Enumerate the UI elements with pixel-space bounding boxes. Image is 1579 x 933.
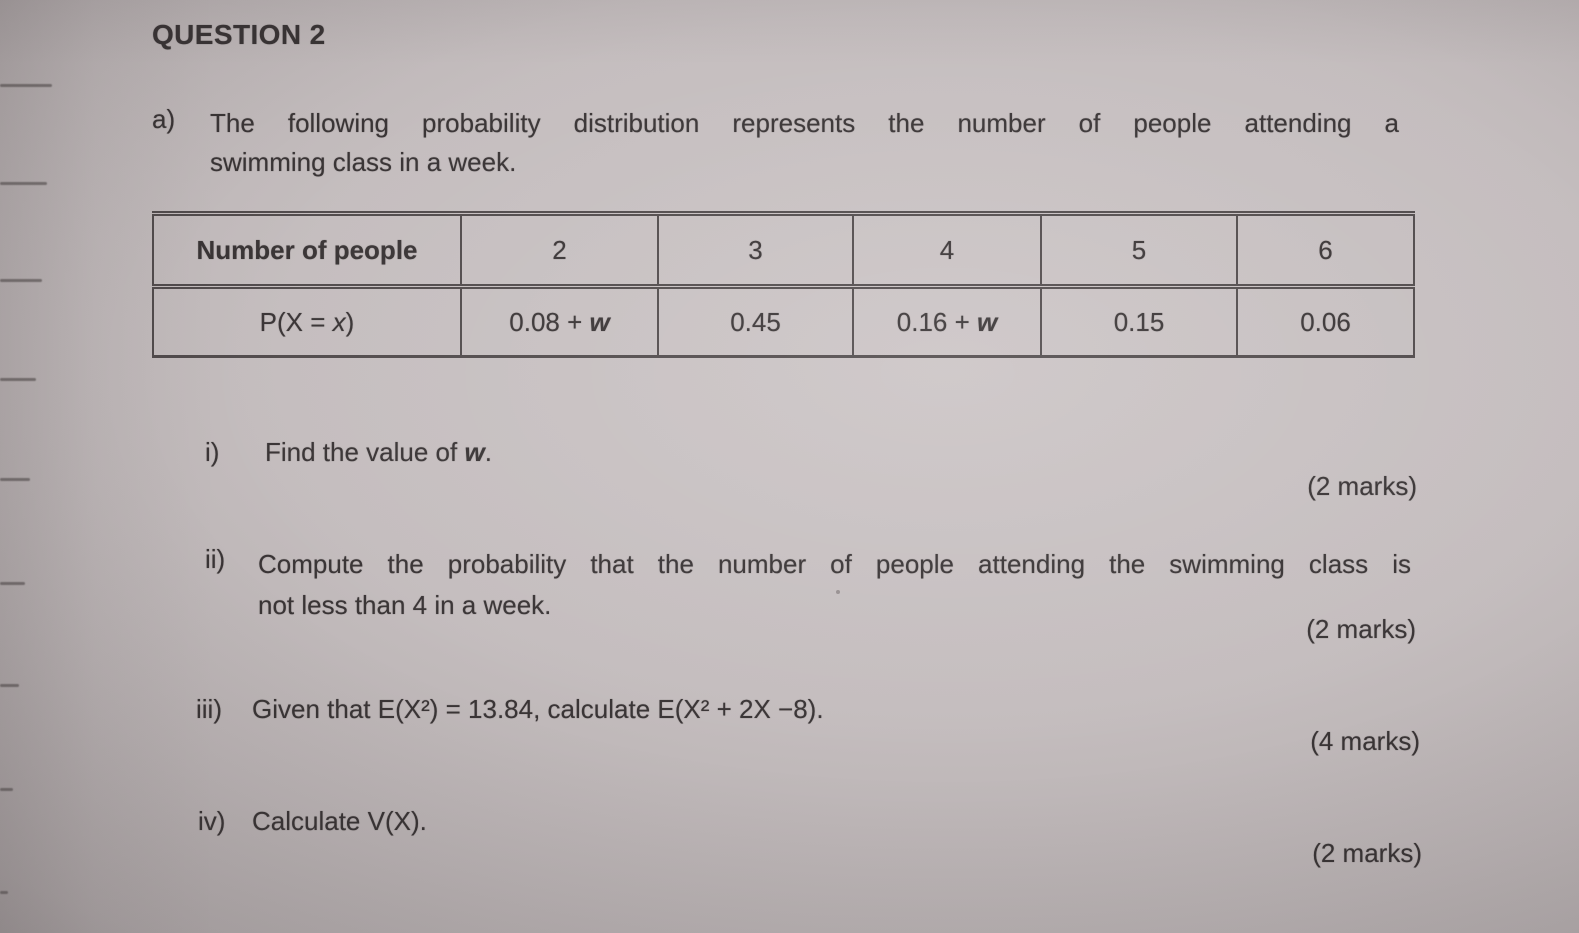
margin-ruled-line [0, 788, 13, 791]
margin-ruled-line [0, 182, 47, 185]
item-iii-text: Given that E(X²) = 13.84, calculate E(X²… [252, 694, 824, 724]
part-a-line1: The following probability distribution r… [210, 108, 1399, 138]
variable-w: w [977, 306, 998, 337]
variable-w: w [464, 437, 485, 467]
table-cell-probability: 0.16 + w [852, 285, 1042, 358]
item-ii-label: ii) [205, 544, 226, 574]
item-iv-marks: (2 marks) [1312, 838, 1422, 868]
table-cell-x-value: 2 [460, 211, 659, 289]
part-a-line2: swimming class in a week. [210, 147, 517, 177]
table-header-cell: Number of people [152, 211, 462, 289]
item-ii-line2: not less than 4 in a week. [258, 590, 552, 620]
margin-ruled-line [0, 84, 52, 87]
margin-ruled-line [0, 378, 36, 381]
table-cell-x-value: 3 [657, 211, 854, 289]
item-i-marks: (2 marks) [1307, 471, 1417, 501]
part-a-text: The following probability distribution r… [210, 104, 1399, 182]
item-iv-label: iv) [198, 806, 226, 836]
table-cell-probability: 0.08 + w [460, 285, 659, 358]
item-ii-marks: (2 marks) [1306, 614, 1416, 644]
probability-distribution-table: Number of people 2 3 4 5 6 P(X = x) 0.08… [152, 211, 1415, 358]
item-ii-text: Compute the probability that the number … [258, 544, 1411, 626]
item-i-label: i) [205, 437, 220, 467]
question-title: QUESTION 2 [152, 19, 326, 50]
variable-w: w [589, 306, 610, 337]
margin-ruled-line [0, 582, 25, 585]
item-iii-label: iii) [196, 694, 222, 724]
table-cell-x-value: 6 [1236, 211, 1415, 289]
ink-dot [836, 590, 840, 594]
table-cell-probability: 0.45 [657, 285, 854, 358]
part-a-label: a) [152, 104, 176, 134]
item-iv-text: Calculate V(X). [252, 806, 427, 836]
item-iii-marks: (4 marks) [1310, 726, 1420, 756]
margin-ruled-line [0, 891, 8, 894]
table-row-probabilities: P(X = x) 0.08 + w 0.45 0.16 + w 0.15 0.0… [152, 285, 1415, 358]
variable-x: x [332, 306, 346, 337]
item-i-text: Find the value of w. [265, 437, 492, 467]
margin-ruled-line [0, 684, 19, 687]
margin-ruled-line [0, 478, 30, 481]
table-cell-x-value: 5 [1040, 211, 1238, 289]
item-ii-line1: Compute the probability that the number … [258, 549, 1411, 579]
table-prob-label-cell: P(X = x) [152, 285, 462, 358]
table-cell-probability: 0.06 [1236, 285, 1415, 358]
table-row-number-of-people: Number of people 2 3 4 5 6 [152, 211, 1415, 289]
margin-ruled-line [0, 279, 42, 282]
table-cell-x-value: 4 [852, 211, 1042, 289]
table-cell-probability: 0.15 [1040, 285, 1238, 358]
